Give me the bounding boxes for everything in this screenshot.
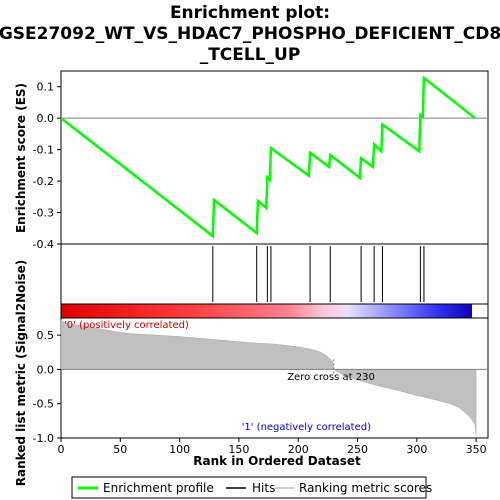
es-panel: -0.4 -0.3 -0.2 -0.1 0.0 0.1 Enrichment score … (14, 71, 488, 251)
es-y-label: Enrichment score (ES) (14, 83, 28, 233)
es-y-tick-label: -0.3 (33, 207, 54, 220)
es-y-tick-label: -0.2 (33, 175, 54, 188)
metric-y-tick-label: -1.0 (33, 432, 54, 445)
es-y-tick-label: 0.1 (37, 81, 55, 94)
x-tick-label: 50 (113, 443, 127, 456)
x-tick-label: 0 (58, 443, 65, 456)
title-line-1: Enrichment plot: (170, 3, 330, 23)
es-y-tick-label: 0.0 (37, 112, 55, 125)
es-y-tick-label: -0.4 (33, 238, 54, 251)
legend: Enrichment profile Hits Ranking metric s… (72, 477, 432, 498)
x-tick-label: 350 (466, 443, 487, 456)
es-y-tick-label: -0.1 (33, 144, 54, 157)
legend-hits-label: Hits (252, 481, 275, 495)
metric-y-axis: -1.0 -0.5 0.0 0.5 (33, 329, 61, 445)
x-tick-label: 300 (406, 443, 427, 456)
positive-correlation-label: '0' (positively correlated) (64, 320, 189, 331)
es-y-axis: -0.4 -0.3 -0.2 -0.1 0.0 0.1 (33, 81, 61, 251)
hits-panel (61, 244, 488, 304)
zero-cross-label: Zero cross at 230 (287, 372, 375, 383)
x-tick-label: 100 (169, 443, 190, 456)
title-line-2: GSE27092_WT_VS_HDAC7_PHOSPHO_DEFICIENT_C… (0, 24, 500, 44)
metric-y-tick-label: -0.5 (33, 398, 54, 411)
metric-y-label: Ranked list metric (Signal2Noise) (14, 260, 28, 487)
rank-color-bar (61, 304, 472, 318)
metric-y-tick-label: 0.5 (37, 329, 55, 342)
metric-y-tick-label: 0.0 (37, 363, 55, 376)
legend-metric-label: Ranking metric scores (299, 481, 432, 495)
metric-x-label: Rank in Ordered Dataset (193, 454, 361, 468)
legend-enrichment-label: Enrichment profile (103, 481, 214, 495)
title-line-3: _TCELL_UP (200, 45, 301, 65)
negative-correlation-label: '1' (negatively correlated) (242, 422, 371, 433)
